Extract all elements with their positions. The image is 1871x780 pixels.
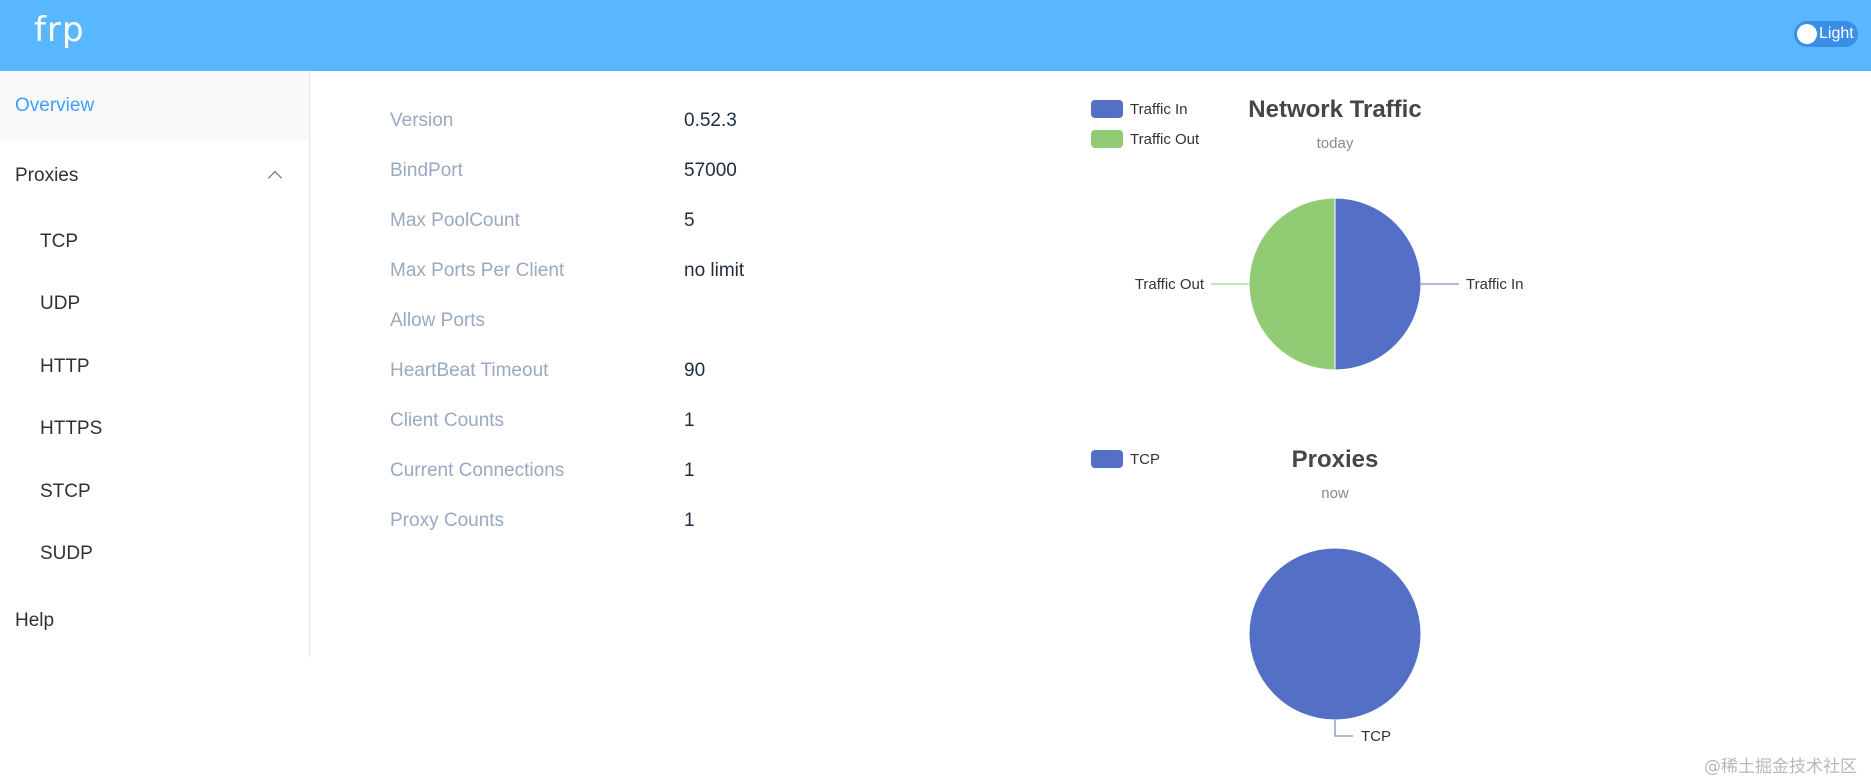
legend-swatch [1091,100,1123,118]
legend-item-tcp[interactable]: TCP [1091,450,1160,468]
pie-slice-traffic-out[interactable] [1248,197,1336,371]
sidebar-item-proxies[interactable]: Proxies [0,141,309,211]
sidebar-item-overview[interactable]: Overview [0,71,309,141]
info-label: HeartBeat Timeout [390,360,549,381]
brand-logo[interactable]: frp [34,10,85,50]
info-row-client-counts: Client Counts 1 [390,406,890,436]
info-label: Current Connections [390,460,565,481]
info-value: 1 [684,510,695,531]
theme-label: Light [1819,25,1854,42]
info-label: Version [390,110,454,131]
info-row-max-ports-per-client: Max Ports Per Client no limit [390,256,890,286]
info-value: 57000 [684,160,737,181]
sidebar-menu: Overview Proxies TCP UDP HTTP HTTPS STCP… [0,71,310,657]
info-value: 5 [684,210,695,231]
info-label: Client Counts [390,410,505,431]
sidebar-item-https[interactable]: HTTPS [0,398,309,460]
info-value: 90 [684,360,706,381]
info-value: 1 [684,460,695,481]
info-row-version: Version 0.52.3 [390,106,890,136]
sidebar-item-http[interactable]: HTTP [0,336,309,398]
watermark: @稀土掘金技术社区 [1704,757,1857,777]
legend-label: Traffic In [1130,100,1188,118]
info-label: Max Ports Per Client [390,260,565,281]
chart-title: Proxies [1291,446,1379,473]
chart-subtitle: today [1316,135,1354,152]
toggle-knob-icon [1797,24,1817,44]
sidebar-item-sudp[interactable]: SUDP [0,523,309,585]
sidebar-item-label: Help [15,610,55,631]
chevron-up-icon [267,170,283,186]
info-value: 0.52.3 [684,110,737,131]
sidebar-item-udp[interactable]: UDP [0,273,309,335]
pie-slice-tcp[interactable] [1248,547,1422,721]
info-row-bindport: BindPort 57000 [390,156,890,186]
sidebar-item-label: SUDP [40,543,93,564]
sidebar-item-label: STCP [40,481,91,502]
info-label: Max PoolCount [390,210,520,231]
legend-swatch [1091,450,1123,468]
info-label: Allow Ports [390,310,486,331]
top-header: frp Light [0,0,1871,71]
pie-label-tcp: TCP [1361,728,1391,745]
chart-subtitle: now [1321,485,1349,502]
info-row-max-poolcount: Max PoolCount 5 [390,206,890,236]
sidebar-item-help[interactable]: Help [0,586,309,656]
info-row-current-connections: Current Connections 1 [390,456,890,486]
theme-toggle[interactable]: Light [1794,21,1858,47]
pie-label-line-tcp [1334,720,1353,737]
info-row-proxy-counts: Proxy Counts 1 [390,506,890,536]
sidebar-item-stcp[interactable]: STCP [0,461,309,523]
info-label: BindPort [390,160,463,181]
legend-item-traffic-out[interactable]: Traffic Out [1091,130,1199,148]
info-value: 1 [684,410,695,431]
sidebar-item-label: HTTP [40,356,90,377]
info-label: Proxy Counts [390,510,505,531]
sidebar-item-label: HTTPS [40,418,103,439]
sidebar-item-label: UDP [40,293,81,314]
info-row-heartbeat-timeout: HeartBeat Timeout 90 [390,356,890,386]
sidebar-item-tcp[interactable]: TCP [0,211,309,273]
info-row-allow-ports: Allow Ports [390,306,890,336]
chart-title: Network Traffic [1248,96,1422,123]
sidebar-item-label: Proxies [15,165,79,186]
legend-swatch [1091,130,1123,148]
sidebar-item-label: Overview [15,95,95,116]
info-value: no limit [684,260,745,281]
legend-label: TCP [1130,450,1160,468]
pie-label-traffic-in: Traffic In [1466,276,1524,293]
legend-label: Traffic Out [1130,130,1200,148]
pie-label-traffic-out: Traffic Out [1135,276,1205,293]
pie-slice-traffic-in[interactable] [1334,197,1422,371]
sidebar-item-label: TCP [40,231,78,252]
legend-item-traffic-in[interactable]: Traffic In [1091,100,1188,118]
